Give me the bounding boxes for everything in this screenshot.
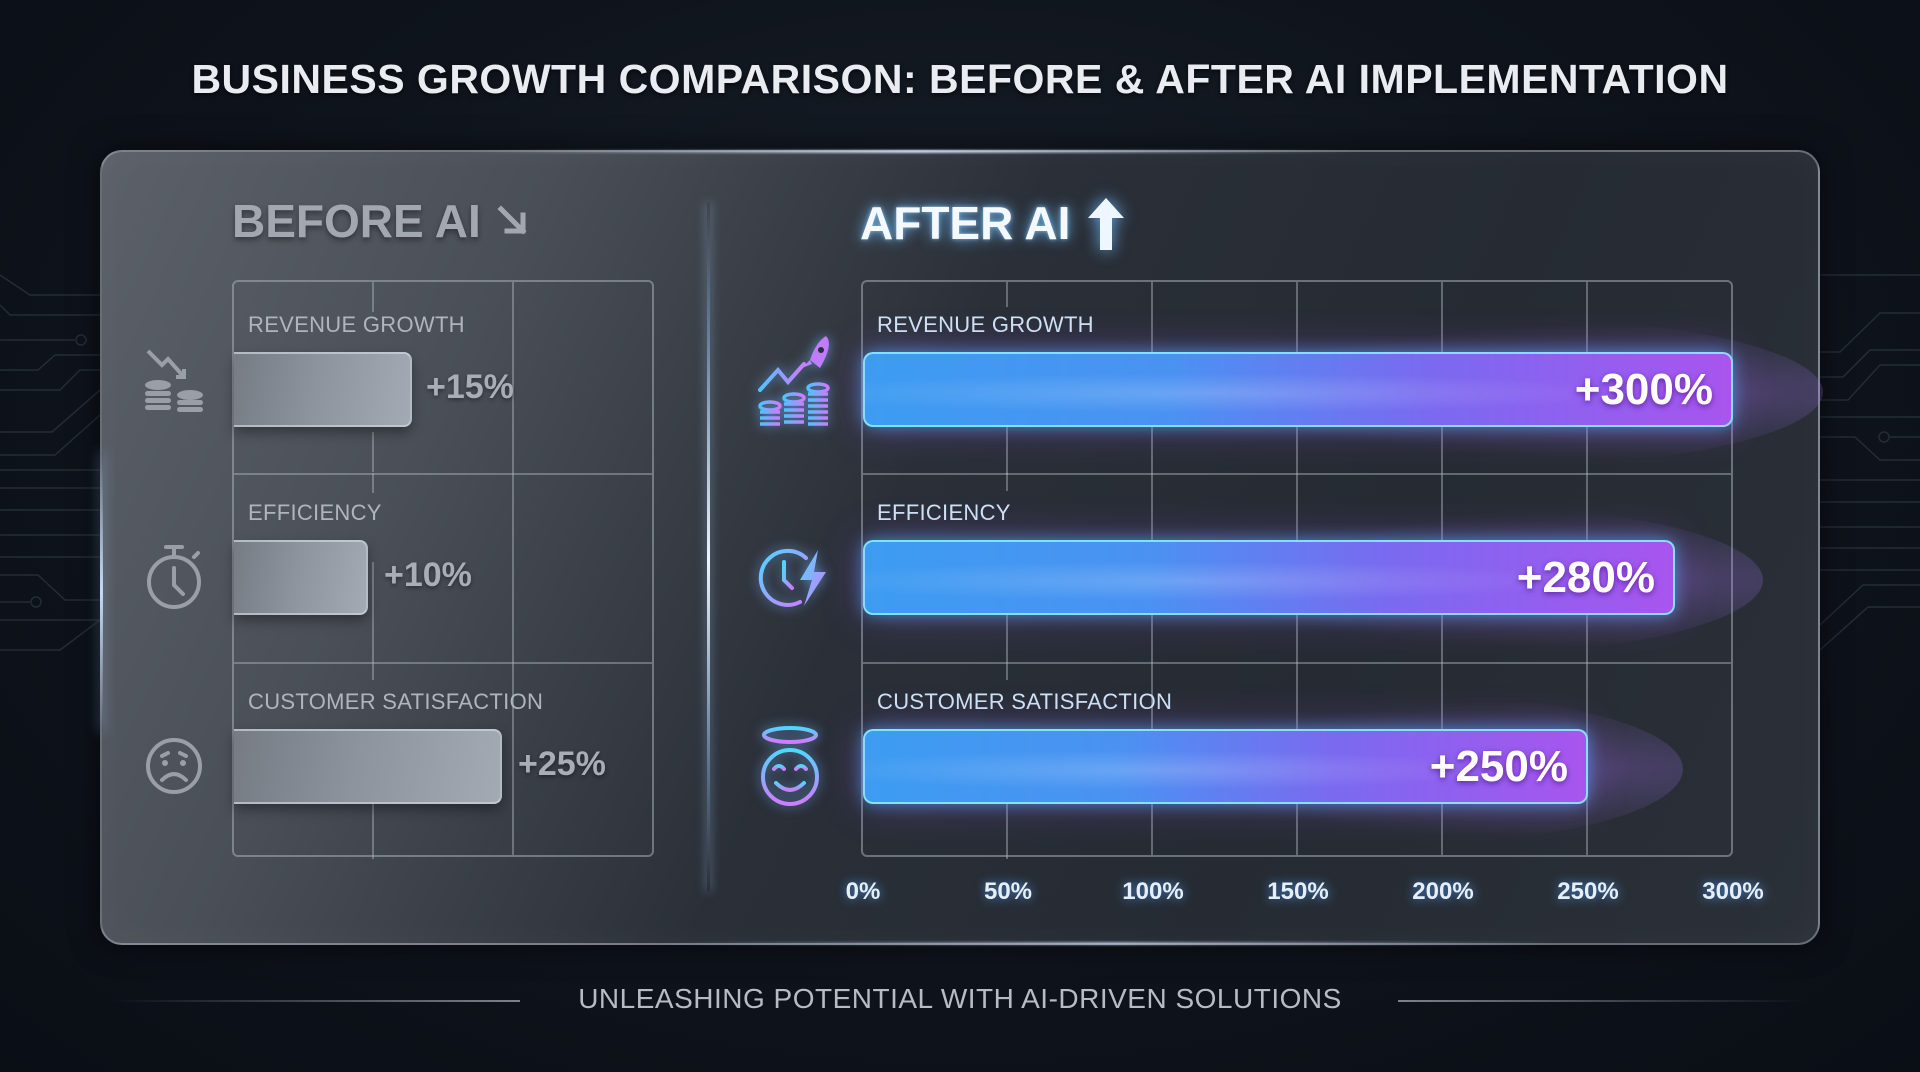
gridline: [863, 662, 1731, 664]
after-chart: REVENUE GROWTH +300% EFFICIENCY +280% CU…: [861, 280, 1823, 859]
x-tick-0: 0%: [845, 878, 881, 905]
gridline: [372, 473, 374, 493]
after-bar-satisfaction: +250%: [863, 729, 1588, 804]
x-tick-100: 100%: [1122, 878, 1184, 905]
panel-glow-bottom: [662, 942, 1562, 945]
before-bar-revenue: [234, 352, 412, 427]
after-label-efficiency: EFFICIENCY: [877, 500, 1011, 525]
after-label-satisfaction: CUSTOMER SATISFACTION: [877, 689, 1173, 714]
gridline: [372, 662, 374, 680]
x-tick-200: 200%: [1412, 878, 1474, 905]
x-tick-250: 250%: [1557, 878, 1619, 905]
gridline: [1006, 612, 1008, 662]
gridline: [863, 473, 1731, 475]
after-value-satisfaction: +250%: [1429, 741, 1568, 791]
x-tick-300: 300%: [1702, 878, 1764, 905]
after-value-revenue: +300%: [1574, 364, 1713, 414]
section-divider: [707, 202, 710, 892]
after-ai-header: AFTER AI: [860, 194, 1128, 252]
after-ai-title: AFTER AI: [860, 197, 1071, 249]
before-label-satisfaction: CUSTOMER SATISFACTION: [248, 689, 544, 714]
gridline: [372, 432, 374, 472]
gridline: [234, 473, 652, 475]
gridline: [512, 282, 514, 855]
gridline: [1006, 282, 1008, 307]
stopwatch-icon: [147, 545, 201, 609]
chart-title: BUSINESS GROWTH COMPARISON: BEFORE & AFT…: [191, 56, 1729, 102]
footer-tagline: UNLEASHING POTENTIAL WITH AI-DRIVEN SOLU…: [578, 983, 1342, 1014]
coins-down-trend-icon: [145, 349, 203, 412]
gridline: [234, 662, 652, 664]
x-tick-50: 50%: [983, 878, 1033, 905]
before-bar-efficiency: [234, 540, 368, 615]
clock-lightning-icon: [758, 548, 826, 607]
gridline: [372, 562, 374, 662]
after-value-efficiency: +280%: [1516, 552, 1655, 602]
before-chart: REVENUE GROWTH +15% EFFICIENCY +10% CUST…: [232, 280, 654, 859]
after-bar-revenue: +300%: [863, 352, 1733, 427]
after-label-revenue: REVENUE GROWTH: [877, 312, 1094, 337]
gridline: [372, 282, 374, 312]
rocket-coins-icon: [758, 336, 830, 426]
angel-smile-icon: [761, 726, 819, 806]
panel-glow-top: [462, 150, 1362, 153]
before-value-efficiency: +10%: [384, 556, 472, 594]
x-tick-150: 150%: [1267, 878, 1329, 905]
footer-line-left: [110, 1000, 520, 1002]
panel-glow-left: [100, 452, 103, 732]
before-bar-satisfaction: [234, 729, 502, 804]
gridline: [372, 752, 374, 859]
arrow-down-right-icon: [497, 205, 527, 235]
footer-line-right: [1398, 1000, 1808, 1002]
before-value-revenue: +15%: [426, 368, 514, 406]
before-ai-title: BEFORE AI: [232, 195, 481, 247]
gridline: [1006, 662, 1008, 680]
before-value-satisfaction: +25%: [518, 745, 606, 783]
before-ai-header: BEFORE AI: [232, 194, 531, 248]
gridline: [1006, 473, 1008, 491]
gridline: [1006, 802, 1008, 859]
after-bar-efficiency: +280%: [863, 540, 1675, 615]
comparison-panel: BEFORE AI AFTER AI: [100, 150, 1823, 945]
gridline: [1006, 422, 1008, 474]
arrow-up-icon: [1088, 198, 1125, 250]
before-label-efficiency: EFFICIENCY: [248, 500, 382, 525]
before-label-revenue: REVENUE GROWTH: [248, 312, 465, 337]
sad-face-icon: [146, 738, 202, 794]
